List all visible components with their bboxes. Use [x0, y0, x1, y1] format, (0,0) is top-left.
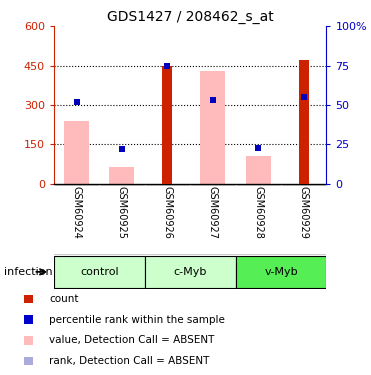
- Text: control: control: [80, 267, 119, 277]
- Bar: [162, 66, 173, 184]
- Text: percentile rank within the sample: percentile rank within the sample: [49, 315, 225, 325]
- Text: c-Myb: c-Myb: [174, 267, 207, 277]
- Text: GSM60928: GSM60928: [253, 186, 263, 239]
- Text: GSM60926: GSM60926: [162, 186, 173, 239]
- Text: infection: infection: [4, 267, 52, 277]
- Text: GSM60925: GSM60925: [117, 186, 127, 239]
- Point: [255, 144, 261, 150]
- Point: [255, 144, 261, 150]
- Point: [119, 146, 125, 152]
- Bar: [145, 256, 236, 288]
- Title: GDS1427 / 208462_s_at: GDS1427 / 208462_s_at: [107, 10, 273, 24]
- Point: [26, 316, 32, 322]
- Text: count: count: [49, 294, 79, 304]
- Bar: [54, 256, 145, 288]
- Point: [119, 146, 125, 152]
- Point: [26, 358, 32, 364]
- Bar: [299, 60, 309, 184]
- Point: [73, 99, 79, 105]
- Text: v-Myb: v-Myb: [264, 267, 298, 277]
- Bar: [64, 121, 89, 184]
- Point: [26, 338, 32, 344]
- Bar: [200, 71, 225, 184]
- Text: GSM60927: GSM60927: [208, 186, 218, 239]
- Bar: [236, 256, 326, 288]
- Point: [164, 63, 170, 69]
- Text: value, Detection Call = ABSENT: value, Detection Call = ABSENT: [49, 335, 214, 345]
- Text: rank, Detection Call = ABSENT: rank, Detection Call = ABSENT: [49, 356, 209, 366]
- Point: [26, 296, 32, 302]
- Point: [73, 99, 79, 105]
- Text: GSM60929: GSM60929: [299, 186, 309, 239]
- Bar: [109, 166, 134, 184]
- Bar: [246, 156, 271, 184]
- Text: GSM60924: GSM60924: [72, 186, 82, 239]
- Point: [210, 97, 216, 103]
- Point: [210, 97, 216, 103]
- Point: [301, 94, 307, 100]
